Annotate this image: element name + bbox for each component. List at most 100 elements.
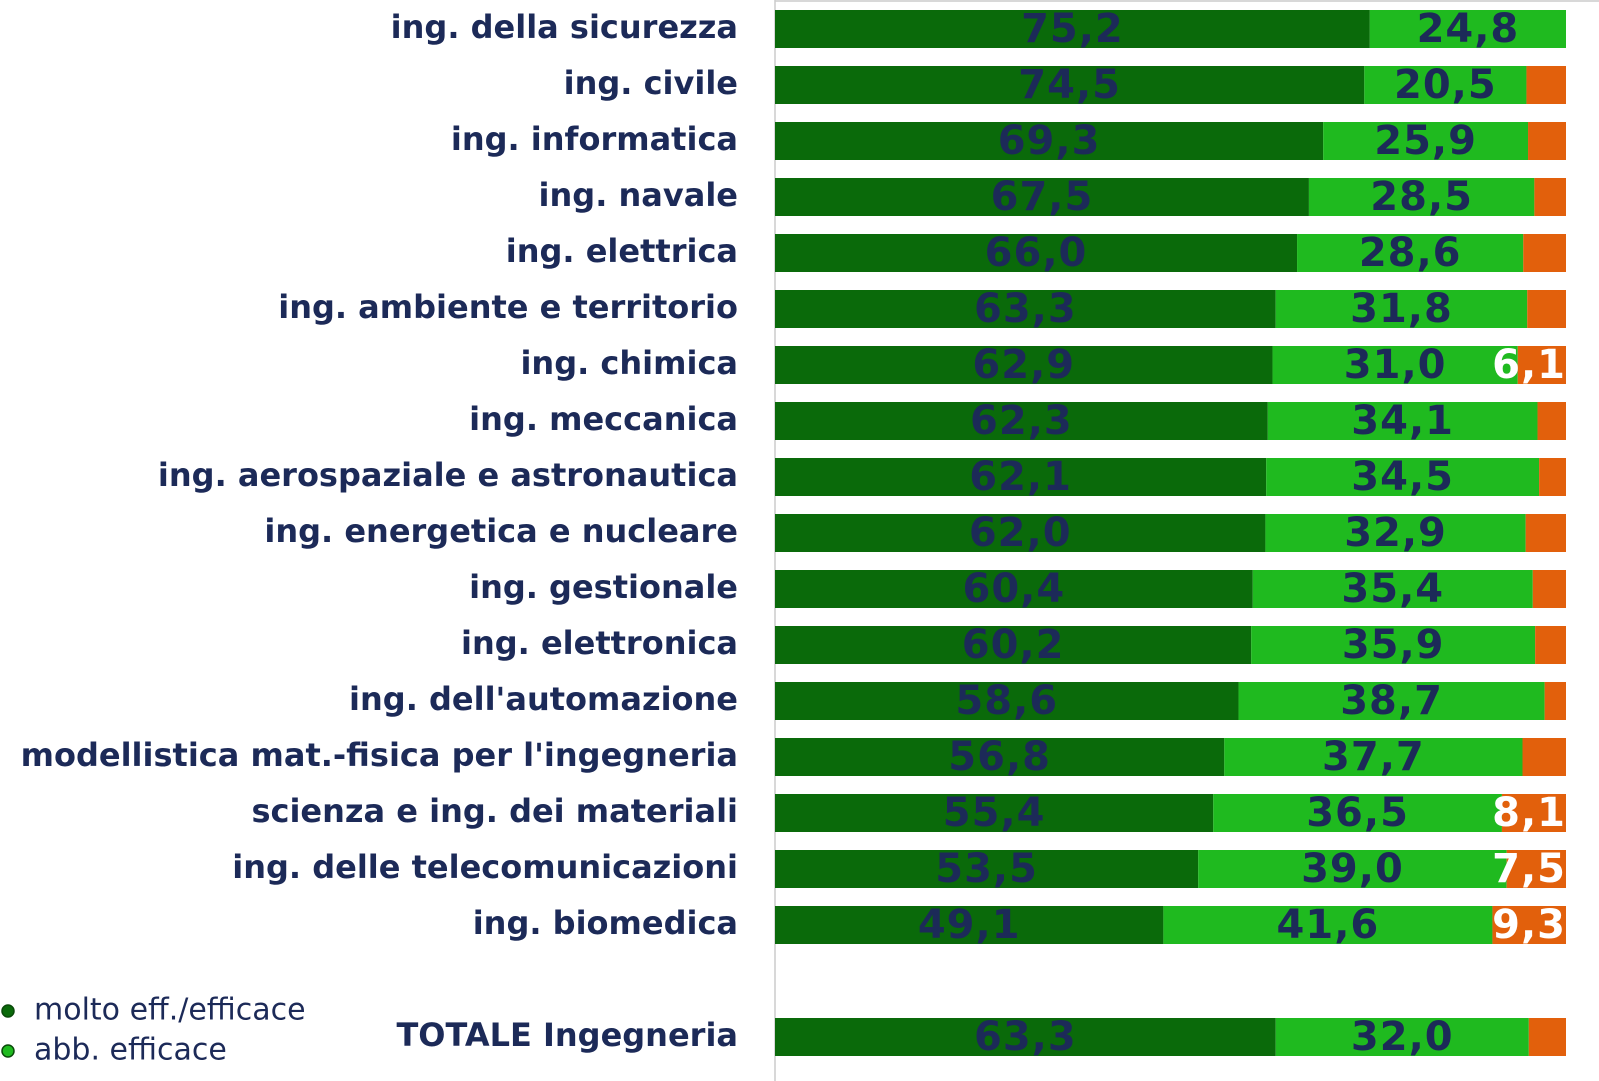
value-label: 69,3 [998,118,1101,164]
value-label: 55,4 [943,790,1046,836]
value-label: 75,2 [1021,6,1124,52]
value-label: 63,3 [974,1014,1077,1060]
category-label: modellistica mat.-fisica per l'ingegneri… [21,736,738,774]
bar-segment [775,626,1252,664]
category-label: TOTALE Ingegneria [396,1016,738,1054]
bar-segment [1539,458,1566,496]
value-label: 31,8 [1350,286,1453,332]
bar-segment [775,66,1365,104]
bar-segment [1364,66,1527,104]
bar-segment [1265,514,1526,552]
value-label: 8,1 [1492,790,1566,836]
bar-segment [1224,738,1523,776]
bar-segment [1275,290,1528,328]
value-label: 67,5 [991,174,1094,220]
bar-segment [775,10,1370,48]
value-label: 35,4 [1341,566,1444,612]
bar-segment [1522,738,1566,776]
value-label: 41,6 [1277,902,1380,948]
bar-segment [1535,626,1566,664]
category-label: ing. aerospaziale e astronautica [158,456,738,494]
bar-segment [1534,178,1566,216]
value-label: 58,6 [955,678,1058,724]
bar-segment [1528,122,1566,160]
bar-segment [775,514,1266,552]
bar-segment [1297,234,1524,272]
legend-label: molto eff./efficace [34,993,306,1028]
value-label: 56,8 [948,734,1051,780]
bar-segment [775,402,1268,440]
bar-segment [775,794,1214,832]
value-label: 39,0 [1301,846,1404,892]
bar-segment [1163,906,1493,944]
category-label: ing. biomedica [473,904,738,942]
category-label: ing. gestionale [469,568,738,606]
value-label: 32,9 [1344,510,1447,556]
value-label: 62,3 [970,398,1073,444]
bar-segment [775,290,1276,328]
value-label: 74,5 [1018,62,1121,108]
bar-segment [775,570,1253,608]
bar-segment [1526,66,1566,104]
category-label: ing. meccanica [469,400,738,438]
value-label: 34,5 [1351,454,1454,500]
bar-segment [775,234,1298,272]
category-label: ing. elettrica [506,232,738,270]
bar-segment [1252,570,1533,608]
bar-segment [1369,10,1566,48]
bar-segment [1213,794,1502,832]
value-label: 20,5 [1394,62,1497,108]
bar-segment [1238,682,1545,720]
category-label: ing. della sicurezza [391,8,738,46]
value-label: 63,3 [974,286,1077,332]
bar-segment [775,1018,1276,1056]
bar-segment [775,122,1324,160]
category-label: ing. ambiente e territorio [278,288,738,326]
value-label: 34,1 [1351,398,1454,444]
bar-segment [1267,402,1538,440]
value-label: 49,1 [918,902,1021,948]
category-label: ing. delle telecomunicazioni [232,848,738,886]
value-label: 37,7 [1322,734,1425,780]
value-label: 38,7 [1340,678,1443,724]
bar-segment [1506,850,1566,888]
value-label: 60,2 [962,622,1065,668]
bar-segment [1501,794,1566,832]
value-label: 24,8 [1417,6,1520,52]
bar-segment [775,346,1273,384]
value-label: 32,0 [1351,1014,1454,1060]
value-label: 6,1 [1492,342,1566,388]
value-label: 66,0 [985,230,1088,276]
bar-segment [1517,346,1566,384]
bar-segment [1523,234,1566,272]
category-label: ing. informatica [451,120,738,158]
legend-label: abb. efficace [34,1033,227,1068]
legend-marker [1,1004,15,1018]
category-label: ing. dell'automazione [349,680,738,718]
bar-segment [1532,570,1566,608]
value-label: 62,1 [969,454,1072,500]
value-label: 53,5 [935,846,1038,892]
value-label: 36,5 [1306,790,1409,836]
bar-segment [775,458,1267,496]
bar-segment [775,850,1199,888]
bar-segment [1525,514,1566,552]
value-label: 25,9 [1374,118,1477,164]
category-label: ing. chimica [520,344,738,382]
bar-segment [1528,1018,1566,1056]
value-label: 60,4 [963,566,1066,612]
bar-segment [775,906,1164,944]
bar-segment [1544,682,1566,720]
bar-segment [1308,178,1535,216]
category-label: ing. civile [564,64,738,102]
bar-segment [1251,626,1536,664]
bar-segment [1275,1018,1529,1056]
value-label: 28,5 [1370,174,1473,220]
bar-segment [1527,290,1566,328]
value-label: 35,9 [1342,622,1445,668]
value-label: 62,9 [972,342,1075,388]
category-label: scienza e ing. dei materiali [251,792,738,830]
category-label: ing. energetica e nucleare [264,512,738,550]
bar-segment [775,738,1225,776]
